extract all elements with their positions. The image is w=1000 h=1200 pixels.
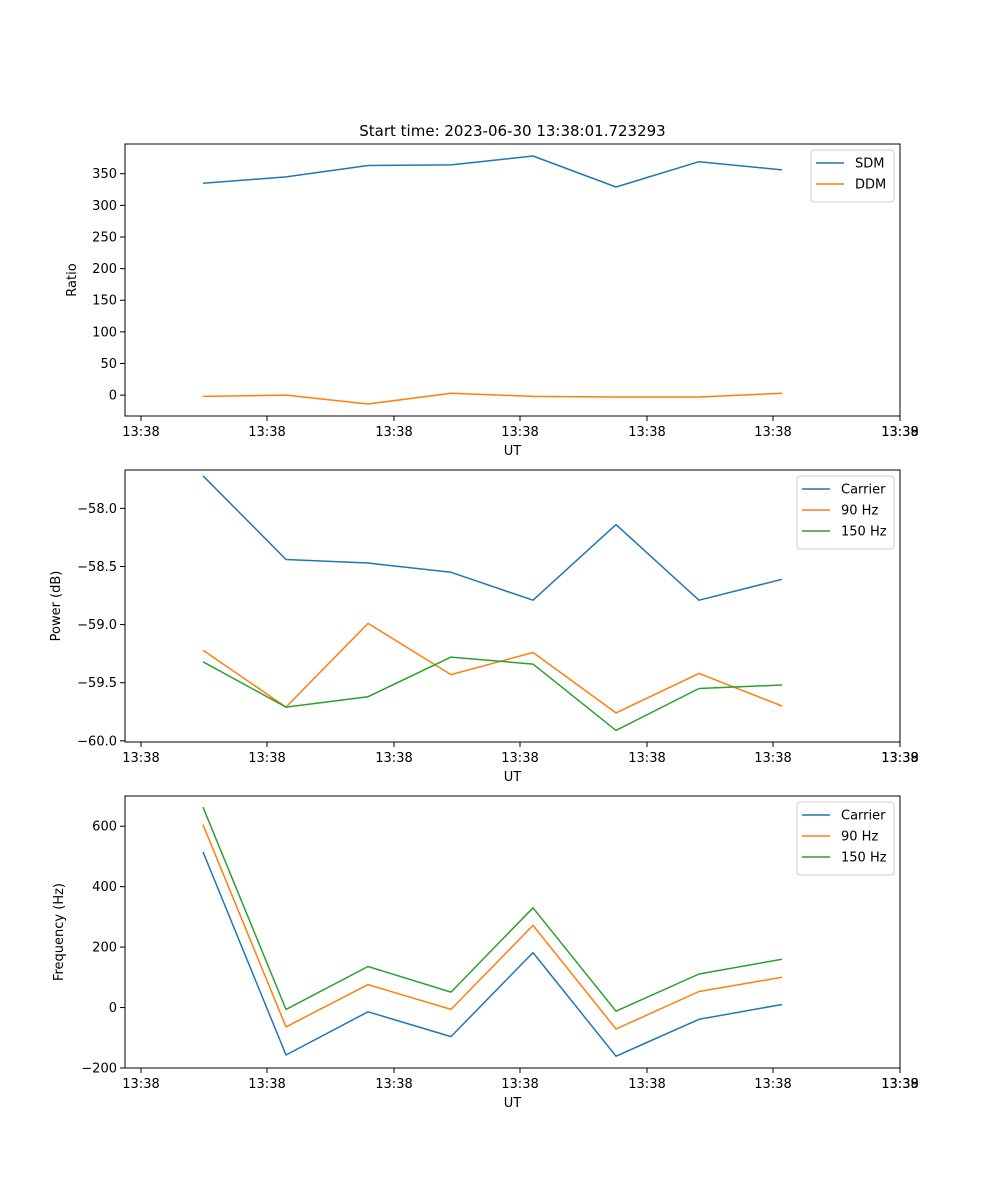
x-tick-label: 13:38 — [628, 751, 665, 766]
x-tick-label: 13:38 — [375, 425, 412, 440]
y-tick-label: 0 — [109, 389, 117, 404]
x-tick-label: 13:38 — [122, 1077, 159, 1092]
y-tick-label: 150 — [92, 294, 117, 309]
y-axis-label: Frequency (Hz) — [52, 883, 67, 981]
y-tick-label: 300 — [92, 199, 117, 214]
legend: SDM DDM — [810, 149, 895, 203]
x-tick-label: 13:39 — [881, 425, 918, 440]
chart-title: Start time: 2023-06-30 13:38:01.723293 — [359, 122, 665, 140]
legend: Carrier 90 Hz 150 Hz — [796, 475, 895, 550]
series-line-sdm — [202, 155, 783, 188]
x-tick-label: 13:38 — [754, 1077, 791, 1092]
y-tick-label: −59.5 — [77, 676, 117, 691]
x-tick-label: 13:38 — [628, 425, 665, 440]
y-tick-label: −58.0 — [77, 502, 117, 517]
x-tick-label: 13:38 — [501, 751, 538, 766]
legend-label: DDM — [855, 178, 886, 193]
y-tick-label: 350 — [92, 167, 117, 182]
x-tick-label: 13:38 — [375, 751, 412, 766]
series-line-carrier — [202, 851, 783, 1057]
x-tick-label: 13:38 — [248, 1077, 285, 1092]
x-tick-label: 13:38 — [501, 425, 538, 440]
x-tick-label: 13:38 — [881, 751, 918, 766]
y-tick-label: 200 — [92, 262, 117, 277]
legend-label: 150 Hz — [841, 525, 887, 540]
legend-label: 90 Hz — [841, 830, 878, 845]
series-line-150-hz — [202, 656, 783, 732]
y-axis-label: Ratio — [65, 263, 80, 296]
x-tick-label: 13:38 — [122, 751, 159, 766]
x-tick-label: 13:38 — [501, 1077, 538, 1092]
series-line-90-hz — [202, 622, 783, 714]
legend-label: Carrier — [841, 483, 886, 498]
y-tick-label: 50 — [100, 357, 117, 372]
legend-label: 150 Hz — [841, 851, 887, 866]
y-tick-label: 100 — [92, 325, 117, 340]
series-line-ddm — [202, 392, 783, 405]
legend-label: SDM — [855, 157, 884, 172]
plot-frame — [124, 143, 901, 417]
plot-frame — [124, 469, 901, 743]
y-tick-label: −60.0 — [77, 734, 117, 749]
legend-label: Carrier — [841, 809, 886, 824]
y-tick-label: −59.0 — [77, 618, 117, 633]
y-tick-label: 250 — [92, 230, 117, 245]
x-tick-label: 13:38 — [754, 425, 791, 440]
x-tick-label: 13:39 — [881, 1077, 918, 1092]
series-line-90-hz — [202, 824, 783, 1030]
chart-panel-2: 13:38 13:38 13:38 13:38 13:38 13:38 13:3813:39… — [49, 469, 919, 785]
y-tick-label: 400 — [92, 880, 117, 895]
legend: Carrier 90 Hz 150 Hz — [796, 801, 895, 876]
x-tick-label: 13:38 — [881, 425, 918, 440]
x-tick-label: 13:38 — [375, 1077, 412, 1092]
chart-panel-3: 13:38 13:38 13:38 13:38 13:38 13:38 13:3813:39… — [52, 795, 919, 1111]
x-axis-label: UT — [504, 1096, 522, 1111]
x-tick-label: 13:38 — [248, 751, 285, 766]
series-line-carrier — [202, 475, 783, 601]
chart-panel-1: Start time: 2023-06-30 13:38:01.723293 13… — [65, 122, 919, 459]
x-axis-label: UT — [504, 444, 522, 459]
y-tick-label: 600 — [92, 820, 117, 835]
y-tick-label: −200 — [81, 1062, 117, 1077]
x-tick-label: 13:38 — [881, 1077, 918, 1092]
x-tick-label: 13:38 — [754, 751, 791, 766]
x-tick-label: 13:38 — [122, 425, 159, 440]
x-tick-label: 13:38 — [248, 425, 285, 440]
legend-label: 90 Hz — [841, 504, 878, 519]
series-line-150-hz — [202, 806, 783, 1012]
plot-frame — [124, 795, 901, 1069]
y-tick-label: 0 — [109, 1001, 117, 1016]
y-axis-label: Power (dB) — [49, 571, 64, 642]
y-tick-label: −58.5 — [77, 560, 117, 575]
y-tick-label: 200 — [92, 941, 117, 956]
x-tick-label: 13:38 — [628, 1077, 665, 1092]
x-tick-label: 13:39 — [881, 751, 918, 766]
x-axis-label: UT — [504, 770, 522, 785]
